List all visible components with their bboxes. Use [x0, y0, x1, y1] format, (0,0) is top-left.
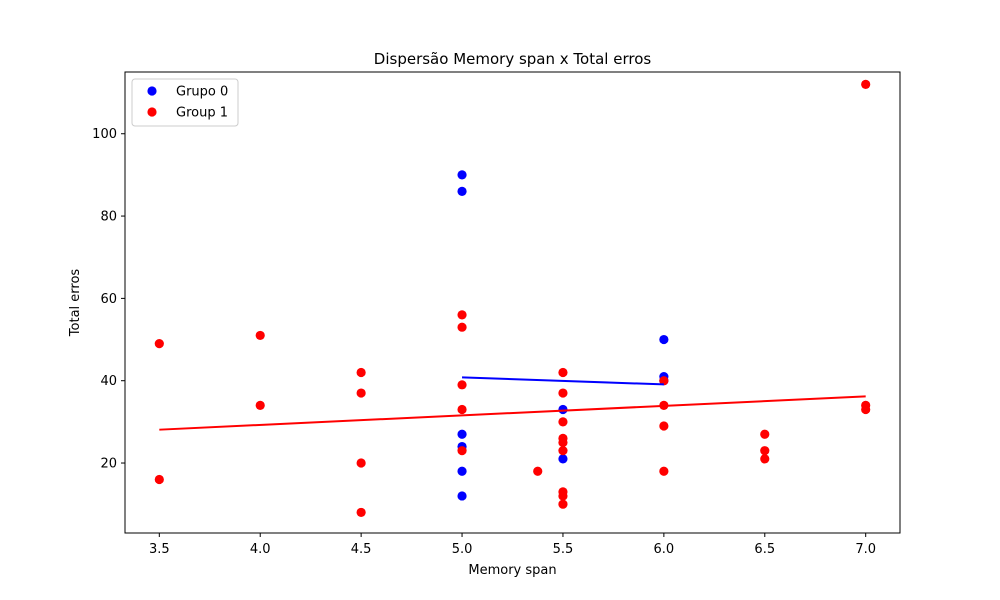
- legend-label: Group 1: [176, 106, 228, 121]
- data-point: [154, 474, 164, 485]
- data-point: [659, 466, 669, 476]
- data-point: [457, 491, 467, 501]
- x-tick-label: 6.5: [754, 542, 775, 557]
- data-point: [760, 454, 770, 464]
- data-point: [457, 466, 467, 476]
- data-point: [558, 417, 568, 427]
- y-tick-label: 80: [100, 210, 117, 225]
- x-tick-label: 7.0: [855, 542, 876, 557]
- x-axis-title: Memory span: [468, 563, 556, 578]
- data-point: [760, 446, 770, 456]
- data-point: [558, 446, 568, 456]
- data-point: [154, 339, 164, 349]
- data-point: [533, 466, 543, 476]
- plot-area: [154, 79, 871, 518]
- data-point: [659, 334, 669, 345]
- x-tick-label: 4.0: [250, 542, 271, 557]
- data-point: [558, 499, 568, 509]
- series-1: [154, 79, 871, 518]
- data-point: [457, 429, 467, 439]
- data-point: [255, 330, 265, 341]
- x-tick-label: 4.5: [351, 542, 372, 557]
- y-axis-title: Total erros: [68, 269, 83, 338]
- data-point: [558, 404, 568, 415]
- legend-label: Grupo 0: [176, 85, 228, 100]
- data-point: [558, 388, 568, 398]
- data-point: [255, 400, 265, 411]
- y-tick-label: 40: [100, 374, 117, 389]
- data-point: [558, 437, 568, 448]
- data-point: [659, 376, 669, 386]
- data-point: [558, 367, 568, 378]
- legend-marker: [147, 107, 157, 117]
- data-point: [861, 404, 871, 415]
- data-point: [356, 367, 366, 378]
- axes-frame: [124, 71, 901, 534]
- data-point: [558, 491, 568, 501]
- legend-marker: [147, 86, 157, 96]
- y-axis-ticks: 20 40 60 80 100: [92, 127, 125, 472]
- data-point: [457, 170, 467, 180]
- legend: Grupo 0 Group 1: [131, 78, 239, 127]
- x-tick-label: 3.5: [149, 542, 170, 557]
- y-tick-label: 20: [100, 457, 117, 472]
- data-point: [356, 458, 366, 468]
- x-axis-ticks: 3.5 4.0 4.5 5.0 5.5 6.0 6.5 7.0: [149, 533, 876, 557]
- data-point: [457, 404, 467, 415]
- trend-line: [462, 376, 664, 386]
- data-point: [457, 446, 467, 456]
- data-point: [659, 421, 669, 431]
- chart-title: Dispersão Memory span x Total erros: [374, 50, 652, 68]
- y-tick-label: 100: [92, 127, 117, 142]
- y-tick-label: 60: [100, 292, 117, 307]
- data-point: [356, 507, 366, 518]
- data-point: [457, 310, 467, 320]
- data-point: [457, 322, 467, 332]
- trend-line: [159, 395, 866, 431]
- data-point: [457, 186, 467, 196]
- x-tick-label: 6.0: [654, 542, 675, 557]
- data-point: [861, 79, 871, 89]
- legend-box: [131, 78, 239, 127]
- data-point: [356, 388, 366, 398]
- x-tick-label: 5.5: [553, 542, 574, 557]
- data-point: [760, 429, 770, 439]
- data-point: [558, 454, 568, 464]
- data-point: [457, 380, 467, 390]
- x-tick-label: 5.0: [452, 542, 473, 557]
